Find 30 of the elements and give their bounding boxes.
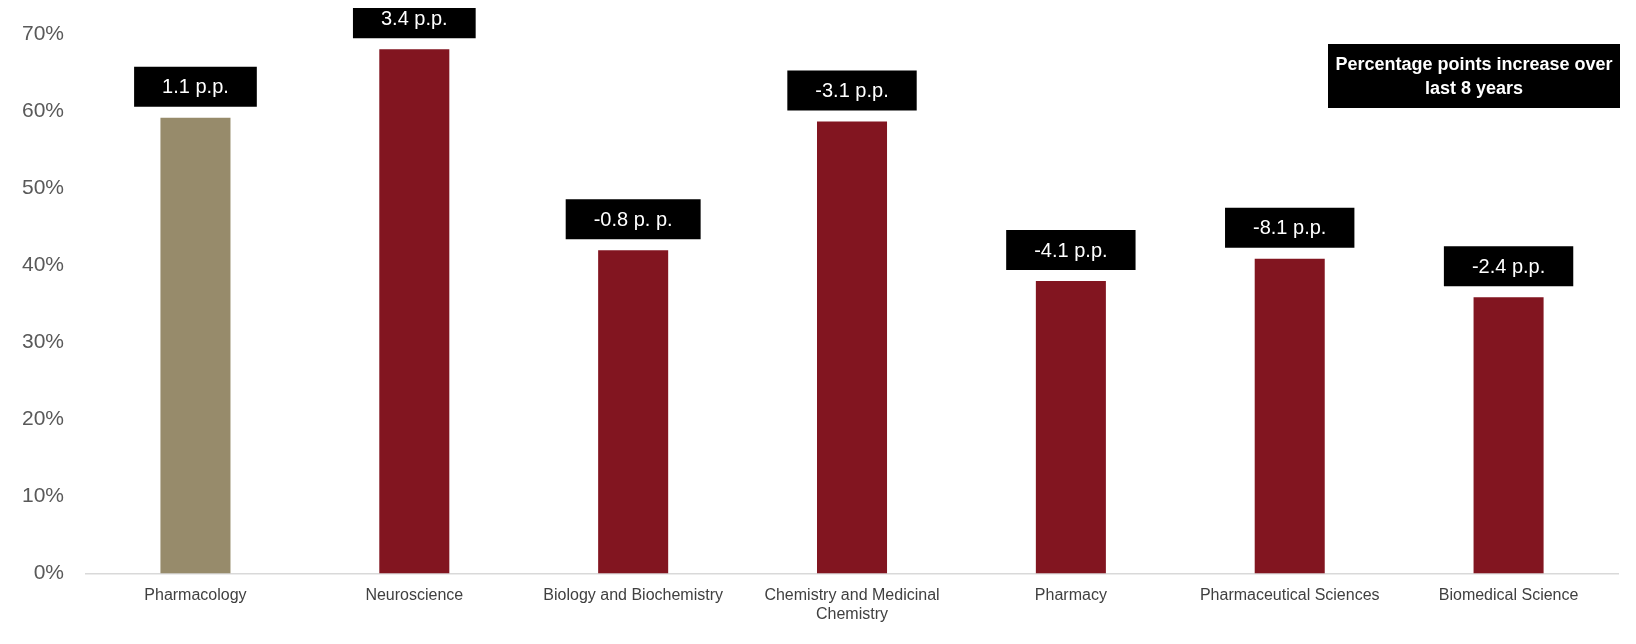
annotation: 1.1 p.p. [162,75,229,98]
annotation: -2.4 p.p. [1471,254,1546,277]
y-tick-label: 60% [22,98,65,122]
annotation: -3.1 p.p. [815,79,889,102]
x-tick-label: Pharmacy [1034,585,1107,603]
bar [379,49,450,574]
bar [598,250,669,574]
x-tick-label: Pharmaceutical Sciences [1199,585,1380,603]
annotation: -0.8 p. p. [593,207,673,230]
annotation: 3.4 p.p. [380,6,448,29]
y-tick-label: 0% [33,560,65,584]
bar [1473,297,1544,574]
bar [160,117,231,574]
y-tick-label: 70% [22,21,65,45]
x-tick-label: Biomedical Science [1438,585,1579,603]
bar [1254,258,1325,574]
x-tick-label: Neuroscience [365,585,464,603]
annotation: -8.1 p.p. [1253,216,1327,239]
y-tick-label: 20% [22,406,65,430]
y-tick-label: 10% [22,483,65,507]
x-tick-label: Chemistry and Medicinal Chemistry [764,585,940,622]
y-tick-label: 40% [22,252,65,276]
y-tick-label: 50% [22,175,65,199]
annotation: -4.1 p.p. [1034,238,1108,261]
x-tick-label: Pharmacology [144,585,247,603]
x-tick-label: Biology and Biochemistry [543,585,723,603]
bar [1035,281,1106,574]
bar [817,121,888,574]
annotation: Percentage points increase over last 8 years [1328,44,1620,108]
y-tick-label: 30% [22,329,65,353]
